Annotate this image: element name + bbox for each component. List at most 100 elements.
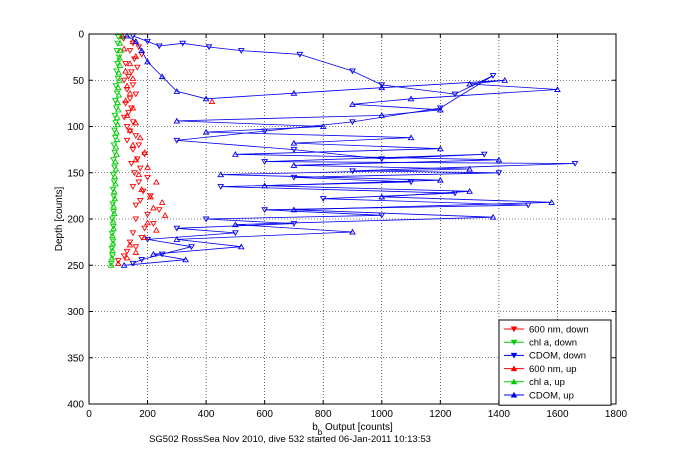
data-point: [109, 223, 117, 230]
data-point: [571, 160, 579, 167]
data-point: [129, 147, 137, 153]
data-point: [135, 171, 143, 178]
data-point: [319, 196, 327, 202]
legend-entry-label: 600 nm, up: [529, 364, 577, 375]
data-point: [113, 68, 120, 75]
data-point: [349, 119, 356, 126]
data-point: [123, 82, 131, 89]
data-point: [114, 84, 122, 91]
data-point: [132, 38, 140, 44]
data-point: [144, 163, 151, 170]
data-point: [114, 260, 122, 266]
data-point: [138, 47, 146, 54]
data-point: [152, 226, 160, 233]
legend-box: [498, 319, 612, 406]
data-point: [112, 165, 120, 172]
data-point: [122, 100, 129, 107]
data-point: [114, 106, 122, 113]
data-point: [173, 137, 181, 144]
data-point: [173, 88, 181, 94]
data-point: [135, 179, 143, 186]
data-point: [132, 133, 140, 139]
data-point: [114, 61, 121, 67]
data-point: [123, 112, 131, 118]
data-point: [436, 176, 444, 183]
y-tick-label: 250: [67, 261, 84, 272]
data-point: [144, 219, 151, 226]
data-point: [128, 69, 135, 76]
data-point: [126, 241, 134, 248]
data-point: [126, 60, 134, 67]
data-point: [115, 69, 123, 76]
data-point: [150, 204, 157, 211]
data-point: [129, 260, 137, 267]
data-point: [136, 134, 144, 141]
data-point: [436, 105, 444, 112]
data-point: [113, 151, 120, 157]
data-point: [158, 199, 166, 205]
data-point: [232, 151, 239, 157]
data-point: [136, 197, 144, 204]
series-0: [114, 36, 163, 264]
data-point: [290, 206, 298, 213]
data-point: [158, 73, 166, 80]
data-point: [144, 58, 151, 65]
data-point: [116, 40, 124, 46]
data-point: [132, 52, 140, 59]
data-point: [123, 86, 131, 93]
data-point: [489, 213, 497, 220]
legend-marker: [510, 326, 518, 333]
data-point: [466, 80, 473, 87]
data-point: [548, 199, 555, 205]
data-point: [173, 225, 181, 232]
data-point: [122, 61, 129, 67]
data-point: [495, 156, 503, 163]
data-point: [141, 149, 149, 155]
data-point: [123, 123, 131, 130]
data-point: [407, 179, 415, 186]
data-point: [116, 54, 123, 61]
x-tick-label: 1200: [429, 409, 452, 420]
data-point: [132, 91, 140, 98]
data-point: [495, 170, 503, 176]
x-tick-label: 600: [256, 409, 273, 420]
data-point: [349, 168, 356, 175]
data-point: [436, 145, 444, 152]
x-axis-label-rest: Output [counts]: [322, 422, 393, 433]
data-point: [237, 48, 245, 54]
data-point: [129, 82, 137, 89]
data-point: [378, 82, 386, 89]
data-point: [155, 43, 163, 50]
data-point: [108, 231, 116, 238]
data-point: [110, 225, 117, 231]
data-point: [290, 221, 298, 227]
data-point: [173, 117, 181, 124]
data-point: [123, 254, 131, 261]
data-point: [113, 136, 121, 142]
data-point: [114, 258, 122, 264]
y-tick-label: 200: [67, 215, 84, 226]
data-point: [109, 239, 117, 246]
data-point: [129, 75, 137, 81]
data-point: [407, 134, 415, 141]
x-axis-label: bb Output [counts]: [312, 422, 393, 437]
series-line: [124, 35, 558, 266]
series-2: [129, 33, 579, 267]
x-tick-label: 1800: [605, 409, 628, 420]
x-tick-label: 800: [315, 409, 332, 420]
data-point: [130, 170, 138, 176]
data-point: [290, 174, 298, 181]
data-point: [111, 180, 119, 187]
data-point: [108, 254, 116, 261]
y-tick-label: 0: [78, 30, 84, 41]
data-point: [126, 239, 134, 246]
data-point: [129, 230, 137, 237]
y-tick-label: 150: [67, 168, 84, 179]
data-point: [217, 171, 225, 178]
data-point: [112, 143, 120, 150]
data-point: [120, 77, 128, 84]
x-tick-label: 1600: [546, 409, 569, 420]
data-point: [122, 97, 129, 104]
series-5: [120, 32, 561, 268]
